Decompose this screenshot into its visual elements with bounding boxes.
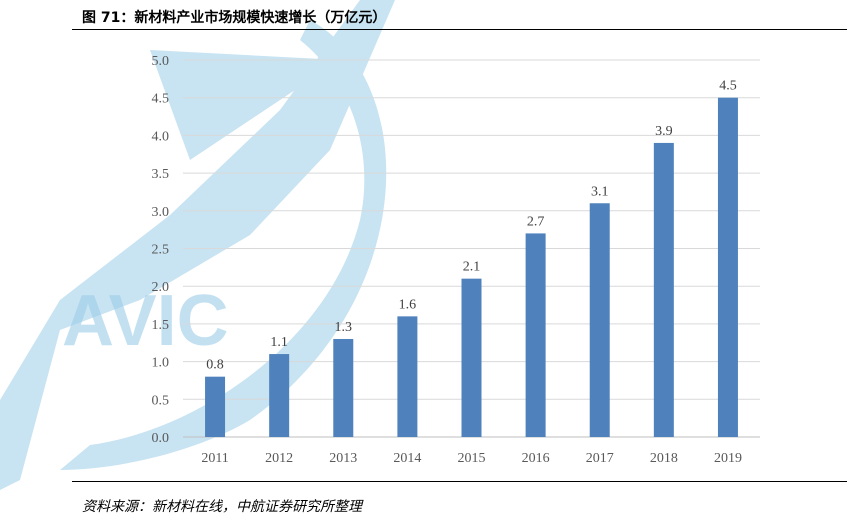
x-tick-label-2017: 2017 xyxy=(586,451,614,466)
x-tick-label-2011: 2011 xyxy=(201,451,228,466)
x-tick-label-2013: 2013 xyxy=(329,451,357,466)
data-label-2016: 2.7 xyxy=(527,214,545,229)
data-label-2013: 1.3 xyxy=(335,320,353,335)
bar-2019 xyxy=(717,97,738,437)
bar-2013 xyxy=(333,338,354,437)
y-tick-label: 2.0 xyxy=(152,280,170,295)
figure-title-bar: 图 71：新材料产业市场规模快速增长（万亿元） xyxy=(72,2,847,30)
y-tick-label: 3.0 xyxy=(152,205,170,220)
source-bar: 资料来源：新材料在线，中航证券研究所整理 xyxy=(72,481,847,519)
bar-2016 xyxy=(525,233,546,437)
x-tick-label-2015: 2015 xyxy=(458,451,486,466)
bar-2012 xyxy=(269,354,290,437)
bar-2011 xyxy=(205,376,226,437)
x-tick-label-2019: 2019 xyxy=(714,451,742,466)
data-label-2011: 0.8 xyxy=(206,358,224,373)
y-tick-label: 3.5 xyxy=(152,167,170,182)
bar-2015 xyxy=(461,278,482,437)
x-tick-label-2012: 2012 xyxy=(265,451,293,466)
y-tick-label: 4.5 xyxy=(152,92,170,107)
y-tick-label: 0.0 xyxy=(152,431,170,446)
bar-2018 xyxy=(653,142,674,437)
y-tick-label: 1.5 xyxy=(152,318,170,333)
x-tick-label-2016: 2016 xyxy=(522,451,550,466)
x-tick-label-2014: 2014 xyxy=(393,451,421,466)
y-tick-label: 2.5 xyxy=(152,243,170,258)
data-label-2017: 3.1 xyxy=(591,184,609,199)
figure-title: 图 71：新材料产业市场规模快速增长（万亿元） xyxy=(82,10,387,26)
data-label-2014: 1.6 xyxy=(399,297,417,312)
bar-layer xyxy=(205,97,738,437)
y-tick-label: 5.0 xyxy=(152,54,170,69)
y-tick-label: 0.5 xyxy=(152,393,170,408)
label-layer: 0.8 1.1 1.3 1.6 2.1 2.7 3.1 3.9 4.5 xyxy=(206,79,736,373)
y-tick-label: 1.0 xyxy=(152,356,170,371)
axis-layer: 0.0 0.5 1.0 1.5 2.0 2.5 3.0 3.5 4.0 4.5 5.0 2011 201… xyxy=(152,54,742,466)
y-tick-label: 4.0 xyxy=(152,129,170,144)
x-tick-label-2018: 2018 xyxy=(650,451,678,466)
source-note: 资料来源：新材料在线，中航证券研究所整理 xyxy=(82,499,362,515)
data-label-2018: 3.9 xyxy=(655,124,673,139)
bar-2014 xyxy=(397,316,418,437)
data-label-2012: 1.1 xyxy=(270,335,288,350)
bar-2017 xyxy=(589,203,610,437)
data-label-2015: 2.1 xyxy=(463,260,481,275)
data-label-2019: 4.5 xyxy=(719,79,737,94)
